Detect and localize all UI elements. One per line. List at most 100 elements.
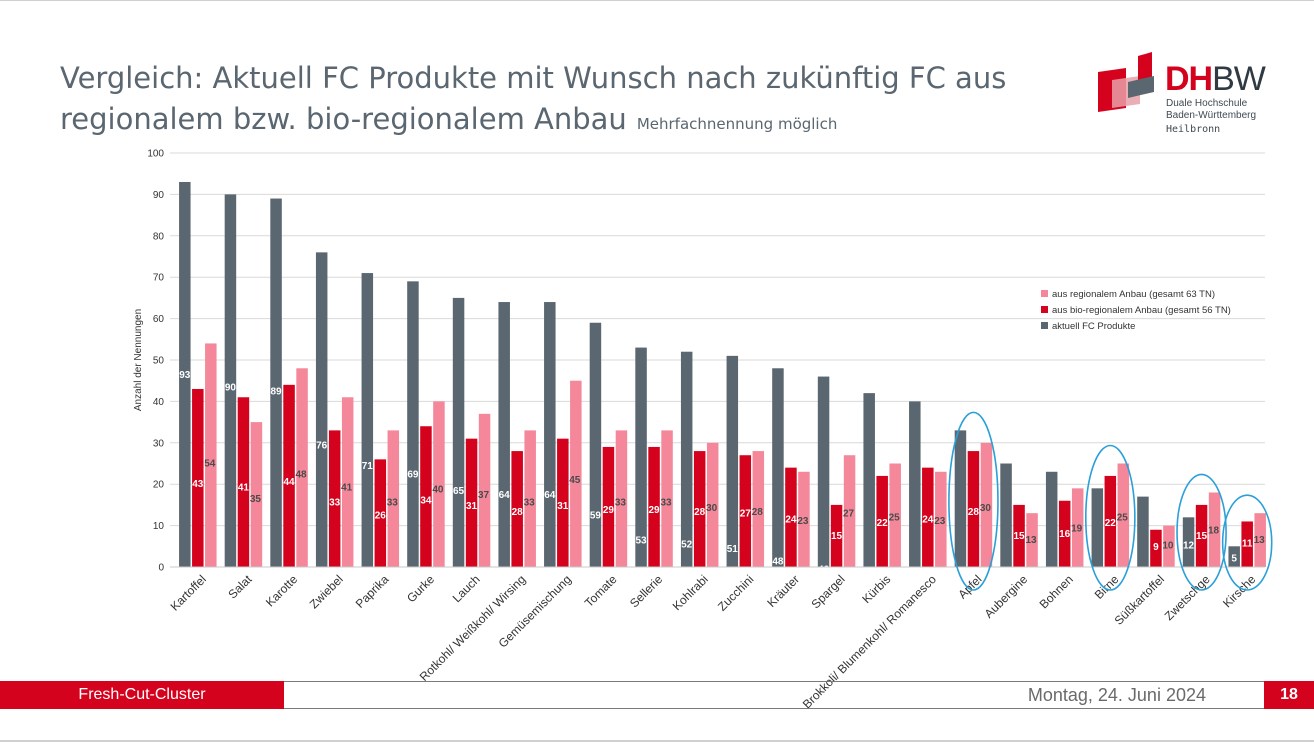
footer-rule xyxy=(284,681,1264,682)
highlight-ellipse xyxy=(1221,494,1273,591)
bar xyxy=(361,273,374,567)
y-tick-label: 80 xyxy=(153,231,165,242)
bar xyxy=(1026,513,1038,567)
bar xyxy=(192,388,204,567)
data-label: 48 xyxy=(296,470,308,481)
bar xyxy=(179,181,191,568)
y-tick-label: 30 xyxy=(153,438,165,449)
bar xyxy=(772,368,784,567)
data-label: 25 xyxy=(1117,512,1129,523)
data-label: 93 xyxy=(179,370,191,381)
data-label: 17 xyxy=(1137,685,1149,696)
footer-rule xyxy=(284,708,1264,709)
bar xyxy=(452,297,465,567)
data-label: 28 xyxy=(512,507,524,518)
y-tick-label: 0 xyxy=(158,563,164,574)
category-label: Karotte xyxy=(263,572,300,609)
bar xyxy=(433,401,445,567)
bar xyxy=(935,471,947,567)
bar xyxy=(889,463,901,567)
footer-date: Montag, 24. Juni 2024 xyxy=(1027,685,1206,705)
data-label: 28 xyxy=(968,507,980,518)
y-tick-label: 60 xyxy=(153,314,165,325)
bar xyxy=(557,438,569,567)
category-label: Kartoffel xyxy=(168,572,209,613)
data-label: 48 xyxy=(772,556,784,567)
data-label: 43 xyxy=(192,479,204,490)
legend-entry: aus regionalem Anbau (gesamt 63 TN) xyxy=(1052,289,1215,300)
bar xyxy=(205,343,217,567)
data-label: 27 xyxy=(843,509,855,520)
bar xyxy=(648,446,660,567)
highlight-ellipse xyxy=(1176,473,1227,591)
data-label: 59 xyxy=(590,511,602,522)
bar xyxy=(752,451,765,567)
bar xyxy=(1195,504,1208,567)
data-label: 40 xyxy=(432,484,444,495)
bar xyxy=(967,451,980,567)
bar xyxy=(876,475,888,567)
data-label: 33 xyxy=(955,618,967,629)
data-label: 65 xyxy=(453,486,465,497)
data-label: 53 xyxy=(636,536,648,547)
footer-bar xyxy=(0,681,284,709)
legend-swatch xyxy=(1041,322,1048,329)
bar xyxy=(602,446,615,567)
data-label: 89 xyxy=(271,387,283,398)
bar xyxy=(498,302,510,567)
bar xyxy=(315,252,328,568)
data-label: 29 xyxy=(649,505,661,516)
category-label: Kräuter xyxy=(764,572,802,610)
data-label: 46 xyxy=(818,565,830,576)
bar xyxy=(954,430,967,567)
bar-chart: 0 10 20 30 40 50 60 70 80 90 100 Anzahl der Nennung… xyxy=(133,149,1273,711)
bar xyxy=(680,351,693,567)
bar xyxy=(270,198,282,568)
data-label: 27 xyxy=(740,509,752,520)
bar xyxy=(1241,521,1253,567)
data-label: 19 xyxy=(1071,524,1083,535)
bar xyxy=(1137,496,1149,567)
data-label: 13 xyxy=(1026,535,1038,546)
data-label: 10 xyxy=(1162,540,1174,551)
bar xyxy=(524,430,536,567)
data-label: 33 xyxy=(387,498,399,509)
slide-title: Vergleich: Aktuell FC Produkte mit Wunsc… xyxy=(60,61,1007,136)
bar xyxy=(296,368,308,567)
highlight-ellipse xyxy=(948,411,999,591)
y-tick-label: 90 xyxy=(153,190,165,201)
y-tick-label: 40 xyxy=(153,397,165,408)
bar xyxy=(830,504,843,567)
data-label: 12 xyxy=(1183,541,1195,552)
data-label: 37 xyxy=(478,490,490,501)
category-label: Kohlrabi xyxy=(670,572,711,613)
data-label: 15 xyxy=(1014,531,1026,542)
page-number: 18 xyxy=(1264,681,1314,709)
bar xyxy=(237,397,250,567)
bar xyxy=(922,467,934,567)
bar xyxy=(1117,463,1130,567)
data-label: 44 xyxy=(284,477,296,488)
data-label: 33 xyxy=(329,498,341,509)
data-label: 25 xyxy=(1001,652,1013,663)
category-label: Sellerie xyxy=(627,572,665,610)
data-label: 29 xyxy=(603,505,615,516)
bottom-border xyxy=(0,740,1314,742)
category-label: Zucchini xyxy=(715,572,756,613)
data-label: 25 xyxy=(889,512,901,523)
data-label: 31 xyxy=(557,501,569,512)
data-label: 16 xyxy=(1059,529,1071,540)
y-tick-label: 10 xyxy=(153,521,165,532)
category-label: Spargel xyxy=(809,572,848,611)
bar xyxy=(798,471,810,567)
data-label: 71 xyxy=(362,461,374,472)
data-label: 35 xyxy=(250,494,262,505)
data-label: 28 xyxy=(752,507,764,518)
legend-swatch xyxy=(1041,306,1048,313)
data-label: 24 xyxy=(922,514,934,525)
category-label: Salat xyxy=(225,572,255,602)
bar xyxy=(1091,488,1104,567)
data-label: 23 xyxy=(934,516,946,527)
y-tick-label: 70 xyxy=(153,273,165,284)
category-label: Gurke xyxy=(404,572,437,605)
